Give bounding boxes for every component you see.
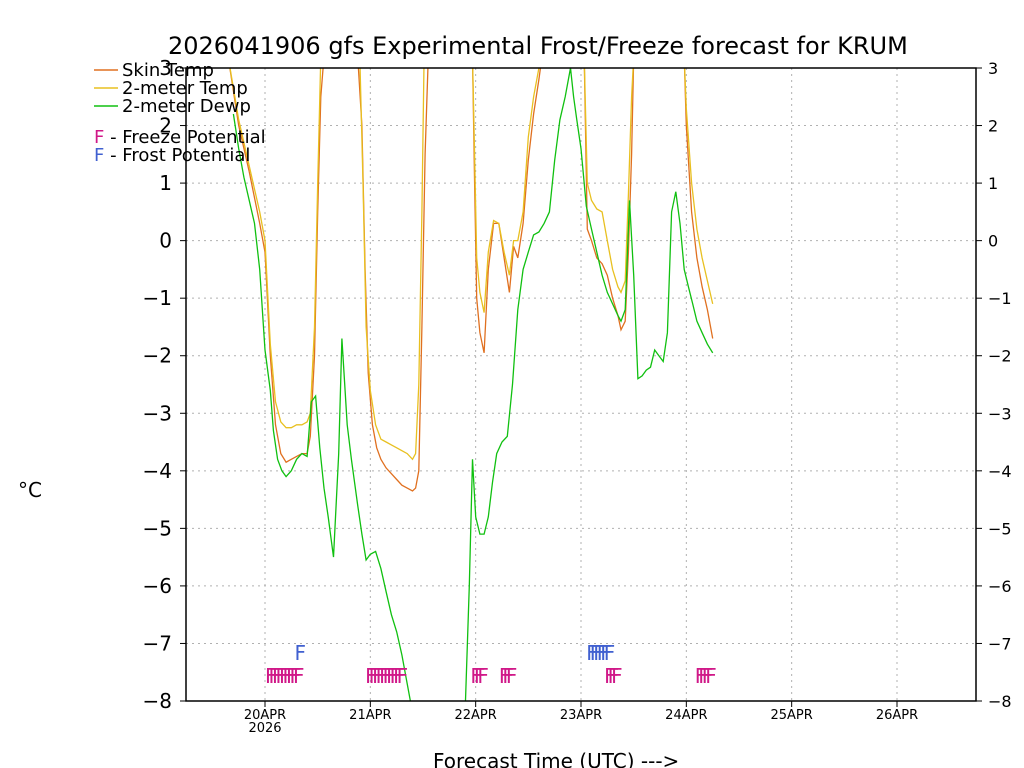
y-tick-label: −6 [143, 574, 172, 598]
y-tick-label-right: −1 [988, 289, 1012, 308]
x-tick-label: 21APR [349, 708, 391, 723]
y-tick-label-right: 0 [988, 232, 998, 251]
x-tick-label: 22APR [455, 708, 497, 723]
legend-label: 2-meter Dewp [122, 96, 251, 117]
series-line-skin-temp [229, 68, 714, 492]
potential-mark: FFFFFFFFF [265, 664, 304, 688]
x-tick-sublabel: 2026 [248, 721, 281, 736]
potential-mark: FFF [604, 664, 622, 688]
x-tick-label: 25APR [771, 708, 813, 723]
x-axis-label: Forecast Time (UTC) ---> [433, 749, 679, 768]
x-tick-label: 23APR [560, 708, 602, 723]
grid [186, 68, 976, 701]
potential-mark: FFF [499, 664, 517, 688]
potential-mark: FFF [470, 664, 488, 688]
y-tick-label-right: −2 [988, 347, 1012, 366]
y-tick-label: −1 [143, 286, 172, 310]
potential-mark: FFFF [695, 664, 717, 688]
y-tick-label: 2 [159, 114, 172, 138]
potential-mark: FFFFFFFFFF [365, 664, 408, 688]
potential-legend-label: F - Freeze Potential [94, 127, 266, 148]
x-tick-label: 24APR [665, 708, 707, 723]
y-tick-label: −5 [143, 516, 172, 540]
series-lines [229, 68, 714, 701]
y-tick-label-right: 1 [988, 174, 998, 193]
y-tick-label-right: −8 [988, 692, 1012, 711]
y-tick-label: −4 [143, 459, 172, 483]
y-tick-label-right: −3 [988, 404, 1012, 423]
potential-mark: F [294, 641, 305, 665]
series-line-2-meter-temp [229, 68, 714, 461]
y-tick-label: −2 [143, 344, 172, 368]
series-line-2-meter-dewp [232, 68, 714, 701]
potential-mark: FFFFFF [586, 641, 615, 665]
y-tick-label-right: −7 [988, 634, 1012, 653]
y-tick-label-right: 3 [988, 59, 998, 78]
y-tick-label-right: −6 [988, 577, 1012, 596]
x-tick-label: 20APR [244, 708, 286, 723]
legend-label: Skin Temp [122, 60, 214, 81]
x-tick-label: 26APR [876, 708, 918, 723]
chart-title: 2026041906 gfs Experimental Frost/Freeze… [168, 32, 908, 60]
y-tick-label: 1 [159, 171, 172, 195]
y-tick-label-right: −5 [988, 519, 1012, 538]
potential-legend-label: F - Frost Potential [94, 145, 250, 166]
plot-frame [185, 67, 977, 702]
y-axis-ticks: −8 −8 −7 −7 −6 −6 −5 −5 −4 −4 −3 −3 −2 −2 −1 −1 0 0 1 1 2 2 3 3 [143, 56, 1012, 713]
y-tick-label: −8 [143, 689, 172, 713]
y-tick-label-right: 2 [988, 117, 998, 136]
y-tick-label: −3 [143, 401, 172, 425]
y-tick-label: 0 [159, 229, 172, 253]
legend-label: 2-meter Temp [122, 78, 248, 99]
y-axis-label: °C [18, 478, 42, 502]
y-tick-label: −7 [143, 631, 172, 655]
y-tick-label: 3 [159, 56, 172, 80]
y-tick-label-right: −4 [988, 462, 1012, 481]
